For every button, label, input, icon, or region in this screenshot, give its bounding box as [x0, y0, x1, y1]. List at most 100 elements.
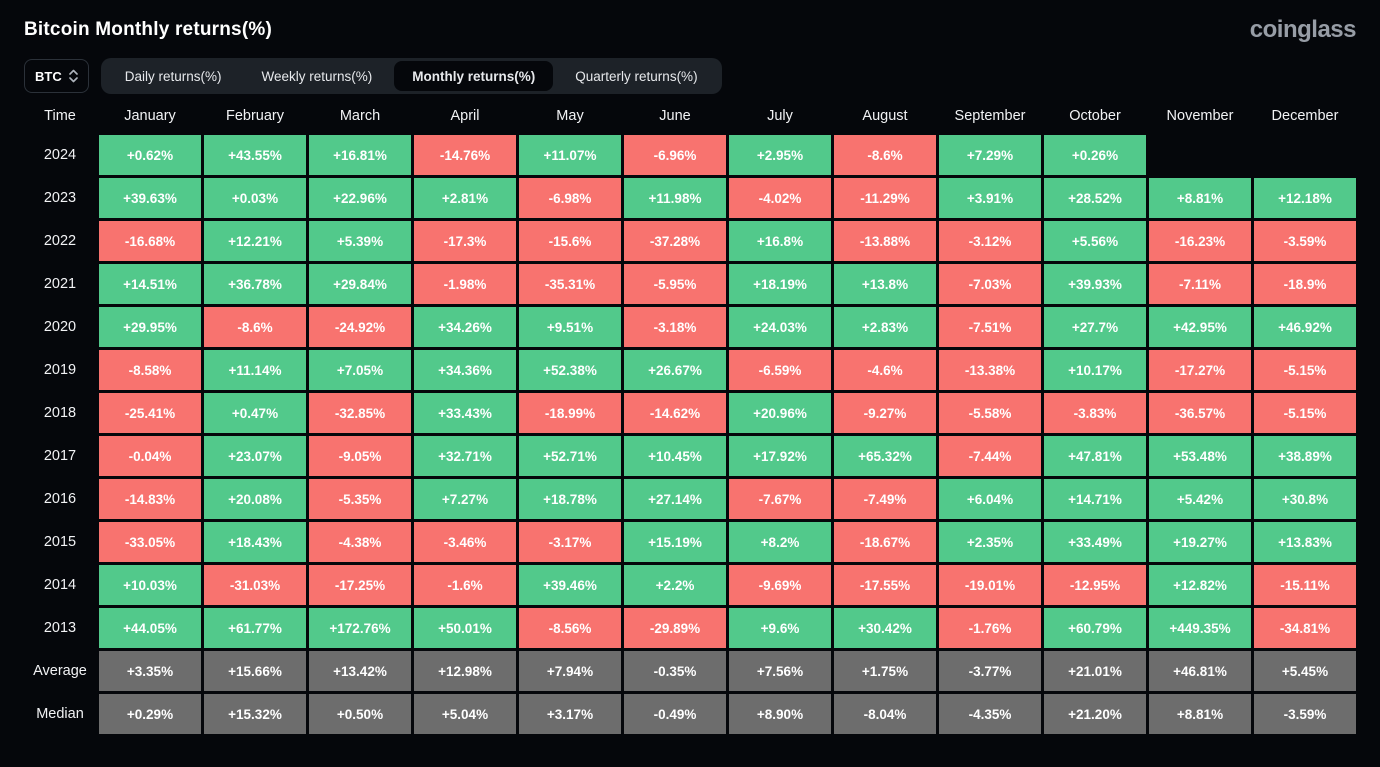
return-cell: -0.04%: [99, 436, 201, 476]
return-cell: -17.27%: [1149, 350, 1251, 390]
return-cell: -7.49%: [834, 479, 936, 519]
row-label-2023: 2023: [43, 190, 77, 206]
return-cell: +39.63%: [99, 178, 201, 218]
return-cell: +12.21%: [204, 221, 306, 261]
return-cell: -18.99%: [519, 393, 621, 433]
return-cell: -3.46%: [414, 522, 516, 562]
tab-quarterly-returns[interactable]: Quarterly returns(%): [557, 61, 715, 91]
return-cell: +65.32%: [834, 436, 936, 476]
return-cell: -7.11%: [1149, 264, 1251, 304]
return-cell: -9.27%: [834, 393, 936, 433]
month-column-header: December: [1271, 108, 1339, 124]
return-cell: +5.04%: [414, 694, 516, 734]
return-cell: +2.35%: [939, 522, 1041, 562]
row-label-2021: 2021: [43, 276, 77, 292]
return-cell: +22.96%: [309, 178, 411, 218]
return-cell: +21.01%: [1044, 651, 1146, 691]
return-cell: -4.35%: [939, 694, 1041, 734]
return-cell: +20.08%: [204, 479, 306, 519]
return-cell: +38.89%: [1254, 436, 1356, 476]
return-cell: +39.46%: [519, 565, 621, 605]
return-cell: +53.48%: [1149, 436, 1251, 476]
return-cell: +18.78%: [519, 479, 621, 519]
return-cell: +30.8%: [1254, 479, 1356, 519]
return-cell: -5.15%: [1254, 393, 1356, 433]
return-cell: +39.93%: [1044, 264, 1146, 304]
return-cell: -5.58%: [939, 393, 1041, 433]
return-cell: -19.01%: [939, 565, 1041, 605]
row-label-2024: 2024: [43, 147, 77, 163]
month-column-header: April: [450, 108, 480, 124]
return-cell: +8.81%: [1149, 694, 1251, 734]
return-cell: +3.35%: [99, 651, 201, 691]
return-cell: -33.05%: [99, 522, 201, 562]
return-cell: -5.95%: [624, 264, 726, 304]
return-cell: -16.68%: [99, 221, 201, 261]
returns-grid: Time January February March April May June July…: [24, 100, 1356, 734]
return-cell: +24.03%: [729, 307, 831, 347]
return-cell: +19.27%: [1149, 522, 1251, 562]
return-cell: +14.71%: [1044, 479, 1146, 519]
return-cell: -5.35%: [309, 479, 411, 519]
coinglass-logo: coinglass: [1249, 16, 1357, 43]
return-cell: -6.98%: [519, 178, 621, 218]
row-label-2018: 2018: [43, 405, 77, 421]
return-cell: -18.9%: [1254, 264, 1356, 304]
return-cell: -7.67%: [729, 479, 831, 519]
return-cell: +11.07%: [519, 135, 621, 175]
return-cell: -18.67%: [834, 522, 936, 562]
return-cell: -11.29%: [834, 178, 936, 218]
return-cell: -6.59%: [729, 350, 831, 390]
return-cell: +8.90%: [729, 694, 831, 734]
return-cell: +5.45%: [1254, 651, 1356, 691]
return-cell: -9.69%: [729, 565, 831, 605]
return-cell: +2.2%: [624, 565, 726, 605]
return-cell: -15.6%: [519, 221, 621, 261]
tab-daily-returns[interactable]: Daily returns(%): [107, 61, 240, 91]
month-column-header: August: [862, 108, 908, 124]
month-column-header: November: [1166, 108, 1234, 124]
return-cell: -8.58%: [99, 350, 201, 390]
row-label-2020: 2020: [43, 319, 77, 335]
return-cell: +13.8%: [834, 264, 936, 304]
return-cell: -14.76%: [414, 135, 516, 175]
page: Bitcoin Monthly returns(%) coinglass BTC…: [24, 10, 1357, 734]
return-cell: +12.82%: [1149, 565, 1251, 605]
month-column-header: October: [1069, 108, 1121, 124]
return-cell: -14.83%: [99, 479, 201, 519]
updown-chevron-icon: [68, 69, 78, 83]
return-cell: +29.84%: [309, 264, 411, 304]
return-cell: +1.75%: [834, 651, 936, 691]
topbar: Bitcoin Monthly returns(%) coinglass: [24, 10, 1357, 50]
return-cell: +46.92%: [1254, 307, 1356, 347]
return-cell: -0.35%: [624, 651, 726, 691]
return-cell: +16.8%: [729, 221, 831, 261]
tab-weekly-returns[interactable]: Weekly returns(%): [244, 61, 391, 91]
return-cell: +33.43%: [414, 393, 516, 433]
return-cell: +2.83%: [834, 307, 936, 347]
empty-cell: [1149, 135, 1251, 175]
row-label-2016: 2016: [43, 491, 77, 507]
symbol-select[interactable]: BTC: [24, 59, 89, 93]
return-cell: +0.62%: [99, 135, 201, 175]
return-cell: +50.01%: [414, 608, 516, 648]
return-cell: +43.55%: [204, 135, 306, 175]
return-cell: -12.95%: [1044, 565, 1146, 605]
row-label-median: Median: [36, 706, 84, 722]
tab-monthly-returns[interactable]: Monthly returns(%): [394, 61, 554, 91]
return-cell: +27.14%: [624, 479, 726, 519]
return-cell: +12.98%: [414, 651, 516, 691]
return-cell: +5.42%: [1149, 479, 1251, 519]
return-cell: +13.42%: [309, 651, 411, 691]
return-cell: -3.18%: [624, 307, 726, 347]
return-cell: -1.98%: [414, 264, 516, 304]
return-cell: -34.81%: [1254, 608, 1356, 648]
return-cell: +10.03%: [99, 565, 201, 605]
return-cell: -37.28%: [624, 221, 726, 261]
return-cell: +11.14%: [204, 350, 306, 390]
return-cell: +0.50%: [309, 694, 411, 734]
return-cell: +42.95%: [1149, 307, 1251, 347]
return-cell: +27.7%: [1044, 307, 1146, 347]
return-cell: +7.56%: [729, 651, 831, 691]
return-cell: -16.23%: [1149, 221, 1251, 261]
